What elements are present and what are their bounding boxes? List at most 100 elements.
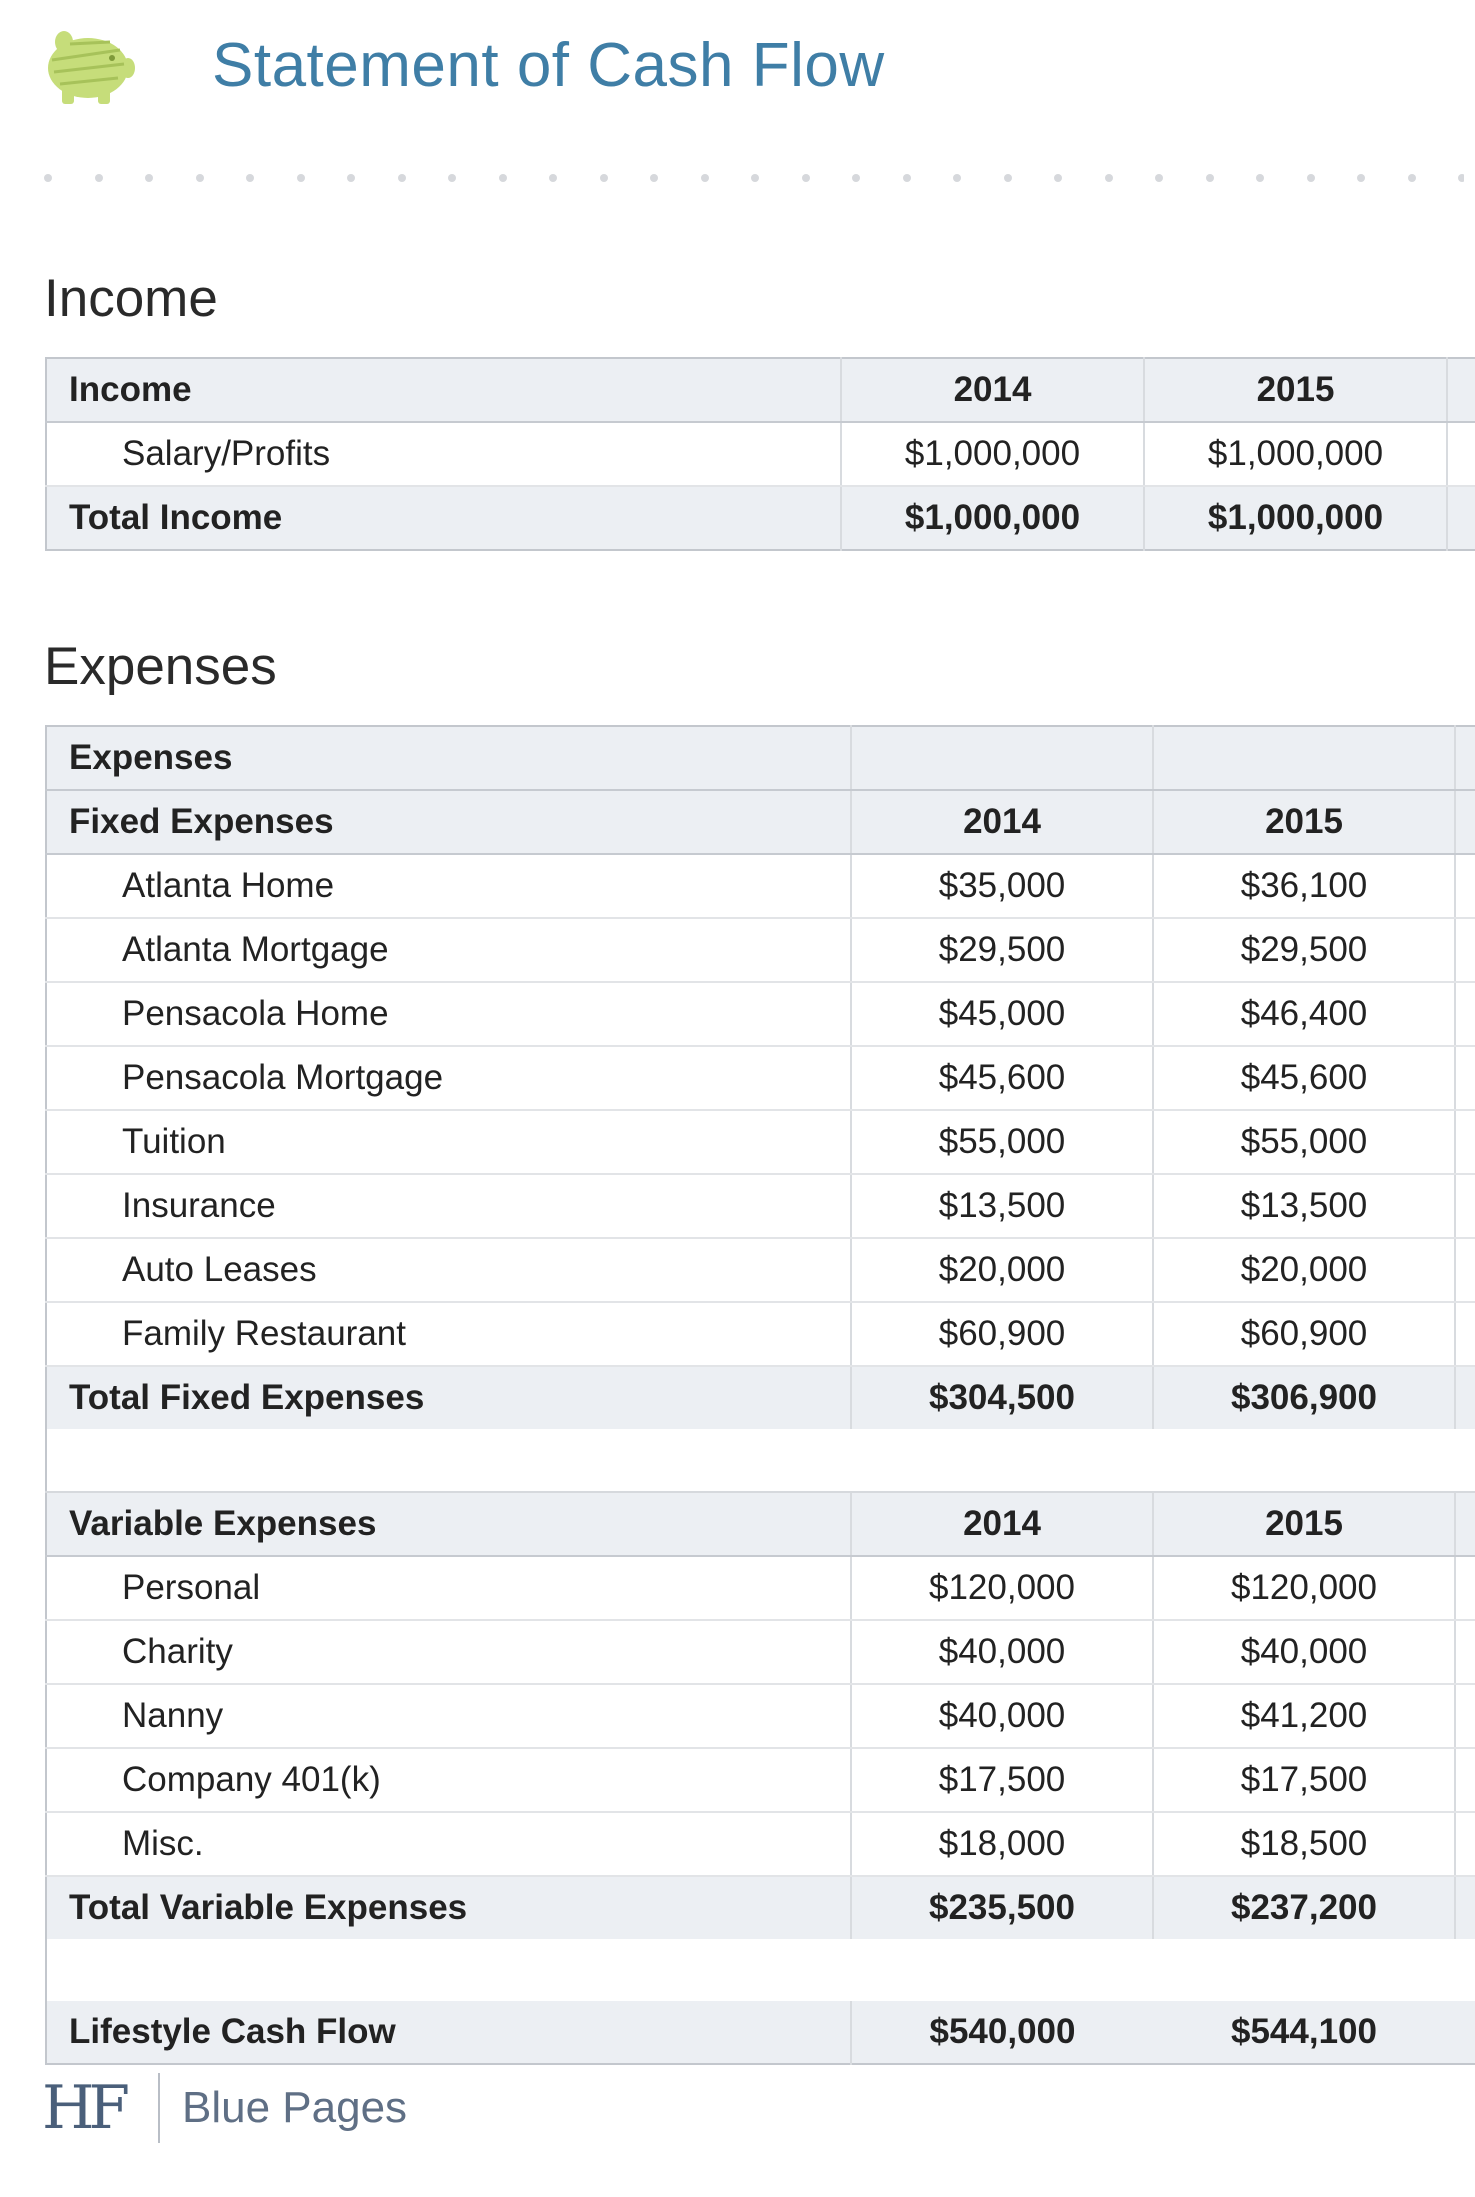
table-row: Charity $40,000 $40,000 xyxy=(46,1620,1475,1685)
value-2015: $20,000 xyxy=(1153,1238,1456,1303)
value-2015: $55,000 xyxy=(1153,1110,1456,1175)
row-label: Auto Leases xyxy=(46,1238,852,1303)
year-2014-header: 2014 xyxy=(841,358,1145,423)
piggy-bank-icon xyxy=(48,31,135,104)
table-row: Atlanta Mortgage $29,500 $29,500 xyxy=(46,918,1475,983)
fixed-expenses-header-row: Fixed Expenses 2014 2015 xyxy=(46,790,1475,855)
table-row: Misc. $18,000 $18,500 xyxy=(46,1812,1475,1877)
value-2015: $45,600 xyxy=(1153,1046,1456,1111)
row-label: Nanny xyxy=(46,1684,852,1749)
total-fixed-expenses-row: Total Fixed Expenses $304,500 $306,900 xyxy=(46,1366,1475,1429)
footer: HF Blue Pages xyxy=(42,2068,407,2148)
footer-brand-text: Blue Pages xyxy=(182,2083,408,2132)
hf-monogram-icon: HF xyxy=(42,2073,130,2143)
row-label: Company 401(k) xyxy=(46,1748,852,1813)
income-column-header: Income xyxy=(46,358,842,423)
year-2015-header: 2015 xyxy=(1144,358,1448,423)
value-2014: $35,000 xyxy=(851,854,1154,919)
row-label: Atlanta Home xyxy=(46,854,852,919)
total-2014: $540,000 xyxy=(851,2001,1153,2064)
row-label: Misc. xyxy=(46,1812,852,1877)
table-row: Tuition $55,000 $55,000 xyxy=(46,1110,1475,1175)
total-2014: $1,000,000 xyxy=(841,486,1145,550)
value-2014: $60,900 xyxy=(851,1302,1154,1367)
value-2014: $1,000,000 xyxy=(841,422,1145,487)
total-variable-expenses-row: Total Variable Expenses $235,500 $237,20… xyxy=(46,1876,1475,1939)
row-label: Insurance xyxy=(46,1174,852,1239)
fixed-expenses-header: Fixed Expenses xyxy=(46,790,852,855)
table-row: Insurance $13,500 $13,500 xyxy=(46,1174,1475,1239)
total-2015: $237,200 xyxy=(1153,1876,1456,1939)
expenses-title-row: Expenses xyxy=(46,726,1475,791)
value-2014: $120,000 xyxy=(851,1556,1154,1621)
value-2014: $18,000 xyxy=(851,1812,1154,1877)
total-2014: $304,500 xyxy=(851,1366,1154,1429)
value-2014: $55,000 xyxy=(851,1110,1154,1175)
total-income-row: Total Income $1,000,000 $1,000,000 xyxy=(46,486,1475,550)
total-label: Lifestyle Cash Flow xyxy=(46,2001,852,2064)
value-2015: $41,200 xyxy=(1153,1684,1456,1749)
row-label: Tuition xyxy=(46,1110,852,1175)
row-label: Pensacola Mortgage xyxy=(46,1046,852,1111)
value-2014: $17,500 xyxy=(851,1748,1154,1813)
row-label: Charity xyxy=(46,1620,852,1685)
value-2014: $13,500 xyxy=(851,1174,1154,1239)
year-2014-header: 2014 xyxy=(851,790,1154,855)
variable-expenses-header-row: Variable Expenses 2014 2015 xyxy=(46,1492,1475,1557)
lifestyle-cash-flow-row: Lifestyle Cash Flow $540,000 $544,100 xyxy=(46,2001,1475,2064)
table-row: Salary/Profits $1,000,000 $1,000,000 xyxy=(46,422,1475,487)
table-row: Nanny $40,000 $41,200 xyxy=(46,1684,1475,1749)
value-2015: $60,900 xyxy=(1153,1302,1456,1367)
footer-divider xyxy=(158,2073,160,2143)
table-row: Personal $120,000 $120,000 xyxy=(46,1556,1475,1621)
page-title: Statement of Cash Flow xyxy=(212,30,885,100)
table-row: Pensacola Mortgage $45,600 $45,600 xyxy=(46,1046,1475,1111)
table-row: Pensacola Home $45,000 $46,400 xyxy=(46,982,1475,1047)
total-2014: $235,500 xyxy=(851,1876,1154,1939)
total-label: Total Income xyxy=(46,486,842,550)
value-2015: $120,000 xyxy=(1153,1556,1456,1621)
value-2015: $40,000 xyxy=(1153,1620,1456,1685)
page-header: Statement of Cash Flow xyxy=(40,20,885,110)
expenses-heading: Expenses xyxy=(44,637,277,696)
value-2014: $45,000 xyxy=(851,982,1154,1047)
table-row: Auto Leases $20,000 $20,000 xyxy=(46,1238,1475,1303)
row-label: Pensacola Home xyxy=(46,982,852,1047)
total-label: Total Fixed Expenses xyxy=(46,1366,852,1429)
value-2014: $29,500 xyxy=(851,918,1154,983)
row-label: Salary/Profits xyxy=(46,422,842,487)
table-row: Family Restaurant $60,900 $60,900 xyxy=(46,1302,1475,1367)
value-2015: $13,500 xyxy=(1153,1174,1456,1239)
value-2015: $1,000,000 xyxy=(1144,422,1448,487)
table-row: Atlanta Home $35,000 $36,100 xyxy=(46,854,1475,919)
row-label: Family Restaurant xyxy=(46,1302,852,1367)
total-2015: $544,100 xyxy=(1153,2001,1455,2064)
income-header-row: Income 2014 2015 xyxy=(46,358,1475,423)
row-label: Atlanta Mortgage xyxy=(46,918,852,983)
value-2014: $20,000 xyxy=(851,1238,1154,1303)
year-2015-header: 2015 xyxy=(1153,1492,1456,1557)
spacer-row xyxy=(46,1429,1475,1493)
income-heading: Income xyxy=(44,269,218,328)
value-2014: $45,600 xyxy=(851,1046,1154,1111)
total-2015: $1,000,000 xyxy=(1144,486,1448,550)
year-2014-header: 2014 xyxy=(851,1492,1154,1557)
value-2015: $46,400 xyxy=(1153,982,1456,1047)
table-row: Company 401(k) $17,500 $17,500 xyxy=(46,1748,1475,1813)
value-2015: $17,500 xyxy=(1153,1748,1456,1813)
row-label: Personal xyxy=(46,1556,852,1621)
expenses-table-title: Expenses xyxy=(46,726,852,791)
total-label: Total Variable Expenses xyxy=(46,1876,852,1939)
income-table: Income 2014 2015 Salary/Profits $1,000,0… xyxy=(45,357,1475,551)
variable-expenses-header: Variable Expenses xyxy=(46,1492,852,1557)
value-2015: $29,500 xyxy=(1153,918,1456,983)
value-2014: $40,000 xyxy=(851,1620,1154,1685)
value-2015: $18,500 xyxy=(1153,1812,1456,1877)
dotted-divider xyxy=(44,172,1464,184)
value-2014: $40,000 xyxy=(851,1684,1154,1749)
total-2015: $306,900 xyxy=(1153,1366,1456,1429)
spacer-row xyxy=(46,1939,1475,2001)
value-2015: $36,100 xyxy=(1153,854,1456,919)
year-2015-header: 2015 xyxy=(1153,790,1456,855)
expenses-table: Expenses Fixed Expenses 2014 2015 Atlant… xyxy=(45,725,1475,2065)
